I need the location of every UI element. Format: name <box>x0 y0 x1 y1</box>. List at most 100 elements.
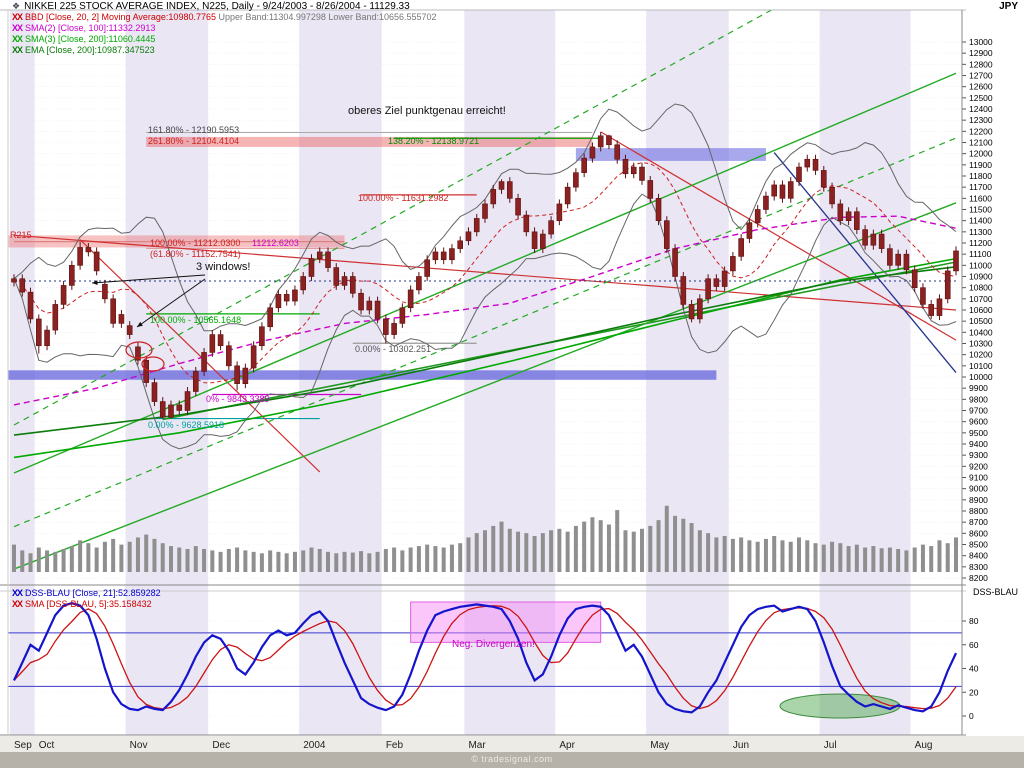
price-tick-label: 8300 <box>969 562 988 572</box>
arrow-icon <box>137 321 143 327</box>
legend-bollinger-bands-text: Upper Band:11304.997298 Lower Band:10656… <box>218 12 437 22</box>
price-tick-label: 12400 <box>969 104 993 114</box>
chart-title-text: NIKKEI 225 STOCK AVERAGE INDEX, N225, Da… <box>24 1 410 12</box>
month-label: 2004 <box>303 740 326 751</box>
formula-icon: XX <box>12 599 23 609</box>
fib-label: 161.80% - 12190.5953 <box>148 125 240 135</box>
price-tick-label: 11300 <box>969 227 992 237</box>
price-tick-label: 10100 <box>969 361 993 371</box>
price-tick-label: 12200 <box>969 126 993 136</box>
month-label: Dec <box>212 740 230 751</box>
price-tick-label: 10200 <box>969 350 993 360</box>
month-label: Oct <box>39 740 55 751</box>
month-label: Apr <box>559 740 575 751</box>
price-tick-label: 9800 <box>969 394 988 404</box>
fib-label: 100.00% - 11631.2982 <box>358 193 449 203</box>
price-tick-label: 8400 <box>969 551 988 561</box>
price-tick-label: 11900 <box>969 160 992 170</box>
legend-dss-text: DSS-BLAU [Close, 21]:52.859282 <box>25 588 161 598</box>
osc-tick-label: 20 <box>969 687 979 697</box>
legend-sma200[interactable]: XX SMA(3) [Close, 200]:11060.4445 <box>12 35 155 44</box>
price-tick-label: 11100 <box>969 249 992 259</box>
price-tick-label: 8200 <box>969 573 988 583</box>
price-tick-label: 9200 <box>969 461 988 471</box>
price-tick-label: 8600 <box>969 528 988 538</box>
price-tick-label: 9500 <box>969 428 988 438</box>
fib-label: 100.00% - 10565.1648 <box>150 315 242 325</box>
month-label: May <box>650 740 669 751</box>
text-annotation: Neg. Divergenzen! <box>452 639 535 650</box>
circle-annotation <box>125 341 153 359</box>
arrow-icon <box>92 280 98 285</box>
osc-tick-label: 40 <box>969 664 979 674</box>
fib-label: 0.00% - 10302.251 <box>355 344 432 354</box>
candles <box>11 131 959 419</box>
month-label: Feb <box>386 740 404 751</box>
month-label: Mar <box>468 740 486 751</box>
price-tick-label: 11500 <box>969 205 992 215</box>
price-tick-label: 11800 <box>969 171 992 181</box>
fib-label: R215 <box>10 230 32 240</box>
price-tick-label: 10800 <box>969 283 993 293</box>
price-tick-label: 10900 <box>969 272 993 282</box>
sma200-line <box>13 257 957 459</box>
price-tick-label: 9000 <box>969 484 988 494</box>
bollinger-lower <box>13 193 957 450</box>
legend-sma100-text: SMA(2) [Close, 100]:11332.2913 <box>25 23 156 33</box>
price-tick-label: 9100 <box>969 473 988 483</box>
legend-sma200-text: SMA(3) [Close, 200]:11060.4445 <box>25 34 156 44</box>
osc-tick-label: 80 <box>969 616 979 626</box>
time-axis[interactable] <box>0 736 1024 752</box>
price-tick-label: 13000 <box>969 37 993 47</box>
fib-label: 138.20% - 12138.9721 <box>388 136 480 146</box>
volume-bars <box>12 505 958 572</box>
price-tick-label: 8800 <box>969 506 988 516</box>
legend-dss-sma[interactable]: XX SMA [DSS-BLAU, 5]:35.158432 <box>12 600 152 609</box>
price-tick-label: 12700 <box>969 71 993 81</box>
legend-ema200-text: EMA [Close, 200]:10987.347523 <box>25 45 155 55</box>
month-label: Sep <box>14 740 32 751</box>
watermark: © tradesignal.com <box>471 754 553 764</box>
price-tick-label: 12300 <box>969 115 993 125</box>
fib-label: 0% - 9843.3389 <box>206 394 270 404</box>
legend-dss-blau[interactable]: XX DSS-BLAU [Close, 21]:52.859282 <box>12 589 161 598</box>
osc-tick-label: 0 <box>969 711 974 721</box>
price-tick-label: 11600 <box>969 193 992 203</box>
legend-bollinger[interactable]: XX BBD [Close, 20, 2] Moving Average:1098… <box>12 13 437 22</box>
highlight-bands <box>8 136 766 380</box>
price-tick-label: 9400 <box>969 439 988 449</box>
price-tick-label: 8700 <box>969 517 988 527</box>
fib-label: (61.80% - 11152.7541) <box>150 249 241 259</box>
formula-icon: XX <box>12 588 23 598</box>
formula-icon: XX <box>12 45 23 55</box>
price-tick-label: 12000 <box>969 149 993 159</box>
legend-dss-sma-text: SMA [DSS-BLAU, 5]:35.158432 <box>25 599 152 609</box>
instrument-icon: ❖ <box>12 1 21 11</box>
chart-title: ❖ NIKKEI 225 STOCK AVERAGE INDEX, N225, D… <box>12 2 410 12</box>
price-tick-label: 9600 <box>969 417 988 427</box>
ema200-line <box>13 266 957 436</box>
text-annotation: 3 windows! <box>196 261 251 273</box>
dss-blau-line <box>13 602 957 714</box>
price-tick-label: 8900 <box>969 495 988 505</box>
month-label: Jul <box>824 740 837 751</box>
oscillator-axis-label: DSS-BLAU <box>972 587 1018 597</box>
price-tick-label: 10600 <box>969 305 993 315</box>
fib-label: 11212.6203 <box>252 238 299 248</box>
price-tick-label: 12600 <box>969 82 993 92</box>
bollinger-upper <box>13 103 957 332</box>
price-tick-label: 10500 <box>969 316 993 326</box>
price-tick-label: 10300 <box>969 339 993 349</box>
month-label: Jun <box>733 740 749 751</box>
price-tick-label: 11200 <box>969 238 992 248</box>
legend-ema200[interactable]: XX EMA [Close, 200]:10987.347523 <box>12 46 155 55</box>
drawing-annotations <box>91 274 206 372</box>
legend-sma100[interactable]: XX SMA(2) [Close, 100]:11332.2913 <box>12 24 155 33</box>
fib-label: 261.80% - 12104.4104 <box>148 136 240 146</box>
sma100-line <box>13 215 957 406</box>
price-tick-label: 10000 <box>969 372 993 382</box>
oscillator-pane[interactable]: 80 60 40 20 0 <box>8 601 979 721</box>
price-tick-label: 12100 <box>969 138 993 148</box>
